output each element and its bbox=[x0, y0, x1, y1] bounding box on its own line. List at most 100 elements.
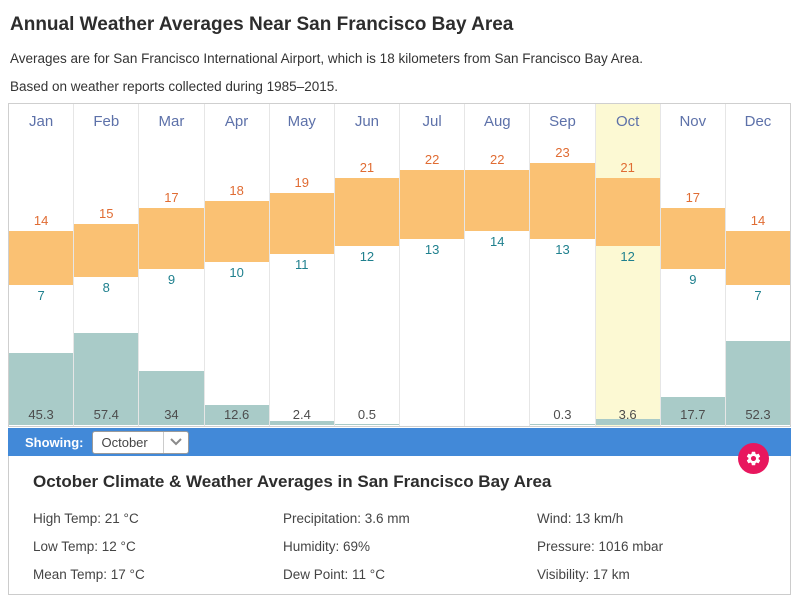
month-column-jan[interactable]: Jan 14 7 45.3 bbox=[9, 104, 75, 426]
month-label: Dec bbox=[744, 113, 772, 130]
stat-item: Low Temp: 12 °C bbox=[33, 538, 136, 554]
stat-item: Precipitation: 3.6 mm bbox=[283, 510, 410, 526]
stat-item: Wind: 13 km/h bbox=[537, 510, 624, 526]
temp-range-bar bbox=[595, 177, 660, 247]
low-temp-label: 12 bbox=[359, 249, 375, 265]
low-temp-label: 9 bbox=[167, 272, 176, 288]
month-column-dec[interactable]: Dec 14 7 52.3 bbox=[725, 104, 791, 426]
low-temp-label: 7 bbox=[37, 287, 45, 303]
temp-range-bar bbox=[334, 177, 400, 247]
month-label: Aug bbox=[483, 113, 511, 130]
month-label: Jun bbox=[354, 113, 380, 130]
low-temp-label: 7 bbox=[754, 287, 762, 303]
month-label: Nov bbox=[679, 113, 707, 130]
high-temp-label: 21 bbox=[620, 159, 635, 175]
settings-button[interactable] bbox=[738, 443, 769, 474]
month-select-value: October bbox=[101, 434, 148, 450]
month-label: Feb bbox=[93, 113, 120, 130]
month-column-nov[interactable]: Nov 17 9 17.7 bbox=[660, 104, 726, 426]
weather-averages-chart: Jan 14 7 45.3 Feb 15 8 57.4 Mar 17 9 34 Apr 18 10 12.6 M… bbox=[8, 103, 791, 427]
low-temp-label: 10 bbox=[229, 264, 244, 280]
month-column-sep[interactable]: Sep 23 13 0.3 bbox=[530, 104, 596, 426]
month-column-mar[interactable]: Mar 17 9 34 bbox=[139, 104, 205, 426]
precip-bar bbox=[204, 405, 269, 425]
high-temp-label: 22 bbox=[490, 152, 505, 168]
precip-value-label: 57.4 bbox=[93, 407, 119, 422]
precip-value-label: 0.5 bbox=[357, 407, 376, 422]
stat-item: Visibility: 17 km bbox=[537, 566, 630, 582]
stat-item: Pressure: 1016 mbar bbox=[537, 538, 664, 554]
precip-value-label: 12.6 bbox=[223, 407, 250, 422]
temp-range-bar bbox=[74, 223, 139, 277]
showing-label: Showing: bbox=[25, 434, 84, 450]
temp-range-bar bbox=[725, 231, 791, 285]
high-temp-label: 18 bbox=[229, 182, 244, 198]
month-label: Mar bbox=[158, 113, 185, 130]
low-temp-label: 13 bbox=[555, 241, 570, 257]
month-label: Jul bbox=[422, 113, 442, 130]
precip-bar bbox=[269, 421, 334, 425]
precip-value-label: 17.7 bbox=[680, 407, 706, 422]
month-column-jun[interactable]: Jun 21 12 0.5 bbox=[334, 104, 401, 426]
temp-range-bar bbox=[139, 208, 204, 270]
month-label: May bbox=[287, 113, 316, 130]
high-temp-label: 17 bbox=[685, 190, 701, 206]
low-temp-label: 9 bbox=[689, 272, 697, 288]
month-column-may[interactable]: May 19 11 2.4 bbox=[269, 104, 335, 426]
high-temp-label: 21 bbox=[359, 159, 375, 175]
subtitle-location: Averages are for San Francisco Internati… bbox=[10, 51, 644, 66]
high-temp-label: 22 bbox=[424, 152, 440, 168]
month-label: Jan bbox=[28, 113, 54, 130]
precip-bar bbox=[660, 397, 725, 425]
subtitle-period: Based on weather reports collected durin… bbox=[10, 79, 338, 94]
temp-range-bar bbox=[269, 193, 334, 255]
gear-icon bbox=[745, 450, 762, 467]
stat-item: High Temp: 21 °C bbox=[33, 510, 139, 526]
temp-range-bar bbox=[465, 170, 530, 232]
chevron-down-icon bbox=[162, 431, 188, 453]
high-temp-label: 14 bbox=[33, 213, 49, 229]
month-column-oct[interactable]: Oct 21 12 3.6 bbox=[595, 104, 661, 426]
month-label: Sep bbox=[549, 113, 576, 130]
low-temp-label: 12 bbox=[620, 249, 635, 265]
low-temp-label: 13 bbox=[424, 241, 440, 257]
month-select[interactable]: October bbox=[91, 430, 189, 454]
details-title: October Climate & Weather Averages in Sa… bbox=[33, 472, 552, 491]
month-column-apr[interactable]: Apr 18 10 12.6 bbox=[204, 104, 270, 426]
stat-item: Dew Point: 11 °C bbox=[283, 566, 385, 582]
temp-range-bar bbox=[400, 170, 465, 239]
high-temp-label: 14 bbox=[750, 213, 766, 229]
low-temp-label: 8 bbox=[102, 279, 110, 295]
month-label: Apr bbox=[224, 113, 249, 130]
high-temp-label: 23 bbox=[555, 144, 570, 160]
showing-toolbar: Showing: October bbox=[8, 428, 791, 456]
precip-value-label: 34 bbox=[164, 407, 179, 422]
precip-bar bbox=[334, 424, 400, 425]
high-temp-label: 15 bbox=[99, 205, 114, 221]
stat-item: Humidity: 69% bbox=[283, 538, 371, 554]
chart-footer: Showing: October October Climate & Weath… bbox=[8, 428, 791, 595]
month-column-feb[interactable]: Feb 15 8 57.4 bbox=[74, 104, 140, 426]
page-title: Annual Weather Averages Near San Francis… bbox=[10, 14, 514, 35]
precip-bar bbox=[725, 341, 791, 425]
month-column-jul[interactable]: Jul 22 13 bbox=[400, 104, 466, 426]
precip-value-label: 2.4 bbox=[292, 407, 311, 422]
details-stats: High Temp: 21 °C Low Temp: 12 °C Mean Temp… bbox=[33, 504, 774, 588]
precip-value-label: 0.3 bbox=[553, 407, 572, 422]
precip-value-label: 45.3 bbox=[28, 407, 54, 422]
month-label: Oct bbox=[615, 113, 640, 130]
month-details-card: October Climate & Weather Averages in Sa… bbox=[8, 456, 791, 595]
precip-bar bbox=[530, 424, 595, 425]
precip-value-label: 52.3 bbox=[745, 407, 771, 422]
month-column-aug[interactable]: Aug 22 14 bbox=[465, 104, 531, 426]
temp-range-bar bbox=[660, 208, 725, 270]
high-temp-label: 19 bbox=[294, 175, 309, 191]
low-temp-label: 14 bbox=[490, 234, 505, 250]
stat-item: Mean Temp: 17 °C bbox=[33, 566, 145, 582]
temp-range-bar bbox=[204, 200, 269, 262]
precip-value-label: 3.6 bbox=[618, 407, 637, 422]
temp-range-bar bbox=[9, 231, 74, 285]
temp-range-bar bbox=[530, 162, 595, 239]
low-temp-label: 11 bbox=[295, 257, 309, 273]
high-temp-label: 17 bbox=[164, 190, 179, 206]
